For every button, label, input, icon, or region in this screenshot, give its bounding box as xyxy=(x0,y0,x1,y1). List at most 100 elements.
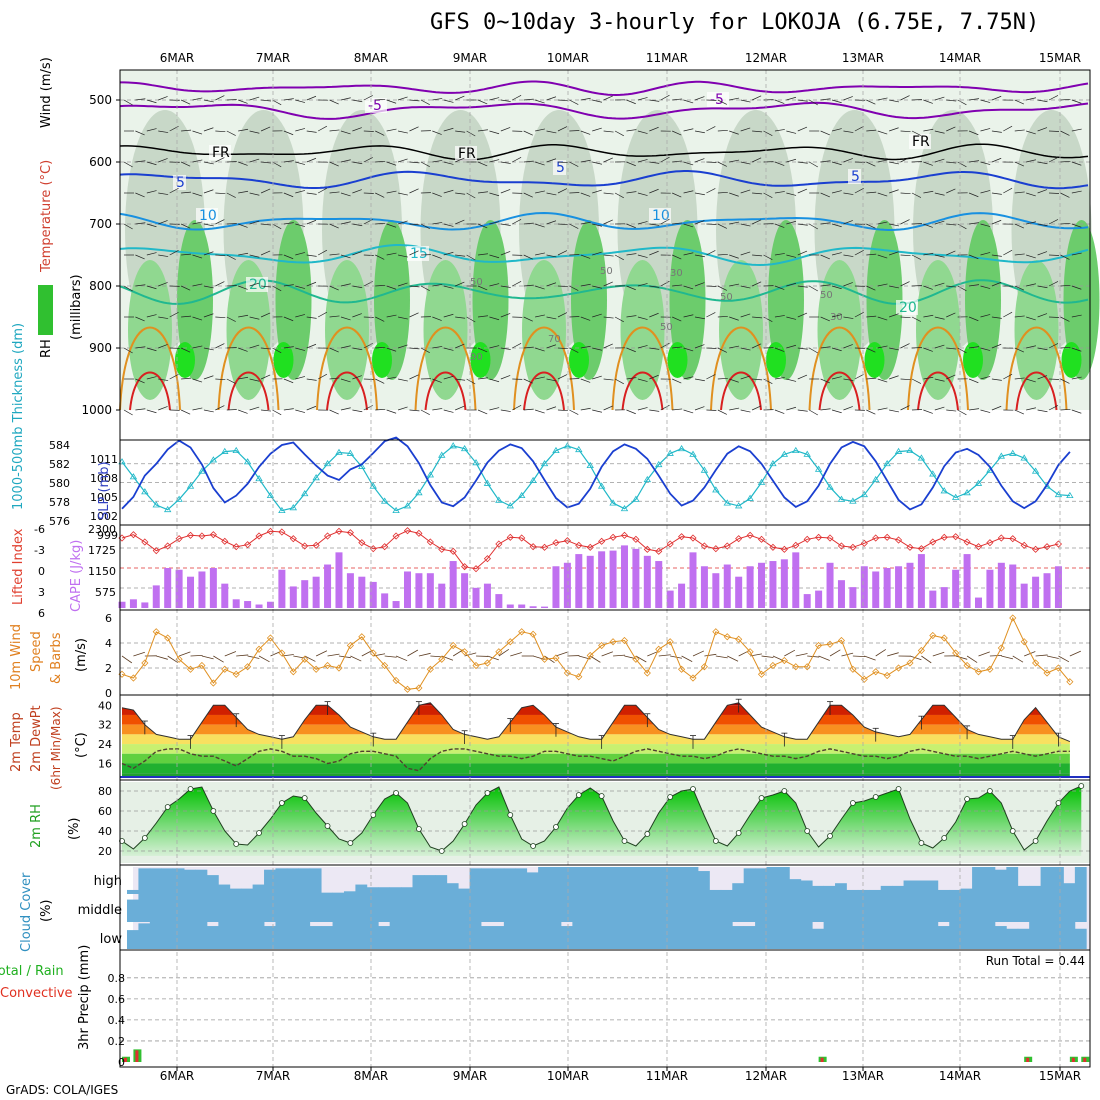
cloud-middle-bar xyxy=(743,894,756,922)
isotherm-label: 20 xyxy=(249,277,267,293)
wind-barb xyxy=(180,409,191,415)
wind-tick-label: 6 xyxy=(105,612,112,625)
cape-bar xyxy=(1020,583,1028,608)
wind-barb xyxy=(123,285,133,292)
wind-barb xyxy=(363,192,374,194)
thickness-point xyxy=(301,489,309,497)
wind-barb xyxy=(752,378,763,381)
lifted-index-point xyxy=(746,531,754,539)
wind-barb xyxy=(432,284,443,287)
wind-barb xyxy=(489,130,500,135)
wind-barb xyxy=(889,161,900,165)
lifted-index-point xyxy=(986,539,994,547)
wind-barb xyxy=(203,375,214,380)
wind-barb xyxy=(889,127,899,132)
thickness-point xyxy=(723,499,731,506)
rh-blob xyxy=(963,342,983,378)
wind-barb xyxy=(729,192,739,197)
cape-bar xyxy=(438,583,446,608)
cape-bar xyxy=(381,593,389,608)
cloud-high-bar xyxy=(264,869,276,894)
wind-barb xyxy=(911,130,922,136)
wind-barb xyxy=(831,190,842,194)
cloud-high-bar xyxy=(229,888,242,894)
wind-barb xyxy=(969,222,980,225)
wind-barb xyxy=(489,221,500,225)
wind-barb xyxy=(580,192,591,197)
credit-label: GrADS: COLA/IGES xyxy=(6,1083,119,1097)
wind-speed-point xyxy=(700,663,708,671)
cape-bar xyxy=(1054,566,1062,608)
wind-barb xyxy=(820,254,830,260)
thickness-point xyxy=(289,504,298,511)
rh-blob xyxy=(472,220,509,380)
lifted-index-point xyxy=(152,547,160,555)
wind-barb xyxy=(774,191,785,194)
cloud-low-bar xyxy=(1052,922,1064,949)
wind-speed-point xyxy=(152,628,160,636)
wind-barb xyxy=(809,285,819,292)
wind-barb xyxy=(386,128,397,132)
wind-speed-point xyxy=(815,641,823,650)
cloud-high-bar xyxy=(172,868,185,894)
cloud-high-bar xyxy=(423,875,436,894)
wind-barb xyxy=(535,314,545,318)
wind-barb xyxy=(866,129,877,132)
temperature-axis-label: Temperature (°C) xyxy=(39,160,54,273)
wind-barb xyxy=(455,405,465,411)
wind-barb xyxy=(158,158,168,163)
cape-bar xyxy=(929,590,937,608)
rh-point xyxy=(644,831,651,837)
wind-barb xyxy=(180,99,191,105)
wind-speed-point xyxy=(198,661,206,670)
wind-barb xyxy=(831,347,842,352)
temp-band xyxy=(122,753,1070,764)
wind-barb xyxy=(489,254,500,259)
cloud-low-bar xyxy=(184,922,196,949)
wind-barb xyxy=(946,285,957,288)
wind-barb xyxy=(1003,187,1013,194)
wind-barb xyxy=(980,190,991,194)
cloud-middle-bar xyxy=(789,894,802,922)
wind-barb xyxy=(283,284,294,287)
wind-barb-10m xyxy=(384,655,397,658)
cape-bar xyxy=(449,561,457,608)
wind-barb xyxy=(877,130,888,135)
wind-barb xyxy=(900,405,910,411)
wind-speed-point xyxy=(1009,614,1017,622)
rh-point xyxy=(461,821,468,827)
wind-barb xyxy=(557,312,568,318)
isotherm-label: -5 xyxy=(710,92,724,108)
wind-barb xyxy=(420,161,430,168)
thickness-point xyxy=(632,495,640,502)
wind-barb xyxy=(637,192,648,196)
cape-bar xyxy=(278,569,286,608)
wind-barb xyxy=(1060,98,1071,101)
isotherm-label-bg xyxy=(196,208,218,223)
wind-barb xyxy=(295,409,306,413)
date-label-bottom: 12MAR xyxy=(745,1069,787,1083)
cloud-high-bar xyxy=(766,867,779,894)
cloud-middle-bar xyxy=(949,894,962,922)
wind-barb xyxy=(466,192,476,199)
thickness-point xyxy=(974,479,983,486)
lifted-index-point xyxy=(1032,545,1040,553)
wind-barb-10m xyxy=(875,649,887,657)
wind-barb xyxy=(340,378,351,383)
wind-barb xyxy=(729,130,739,135)
cloud-low-bar xyxy=(560,926,573,949)
cloud-high-bar xyxy=(800,880,813,894)
wind-barb xyxy=(649,99,660,102)
wind-barb xyxy=(1071,99,1082,104)
cloud-middle-bar xyxy=(275,894,288,922)
cloud-high-bar xyxy=(960,888,973,894)
wind-barb xyxy=(363,157,373,163)
wind-barb xyxy=(192,254,203,259)
cloud-low-bar xyxy=(172,922,185,949)
wind-barb xyxy=(866,315,877,318)
wind-barb xyxy=(546,344,557,349)
wind-barb xyxy=(706,285,717,287)
lifted-index-point xyxy=(164,542,172,550)
lifted-index-point xyxy=(518,534,526,542)
wind-barb xyxy=(603,343,613,349)
